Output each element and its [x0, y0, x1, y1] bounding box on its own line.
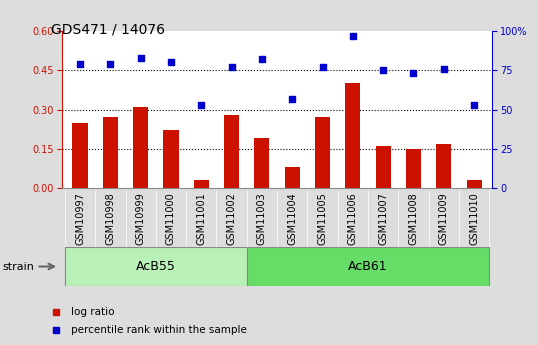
Text: GSM11000: GSM11000: [166, 193, 176, 245]
Bar: [224, 115, 239, 188]
Point: [76, 61, 84, 67]
Text: strain: strain: [3, 262, 34, 272]
Text: GSM11002: GSM11002: [226, 193, 237, 246]
Text: log ratio: log ratio: [71, 307, 115, 317]
Bar: [73, 122, 88, 188]
Point: [167, 60, 175, 65]
Text: GSM11010: GSM11010: [469, 193, 479, 245]
Text: GSM11007: GSM11007: [378, 193, 388, 246]
Point: [227, 65, 236, 70]
Point: [409, 71, 418, 76]
Text: GSM11009: GSM11009: [439, 193, 449, 245]
Bar: [254, 138, 270, 188]
Text: GSM11005: GSM11005: [317, 193, 328, 246]
Point: [136, 55, 145, 60]
Point: [106, 61, 115, 67]
Bar: [345, 83, 360, 188]
Bar: [285, 167, 300, 188]
Text: GSM10997: GSM10997: [75, 193, 85, 246]
Bar: [164, 130, 179, 188]
Point: [258, 57, 266, 62]
Bar: [406, 149, 421, 188]
Bar: [315, 117, 330, 188]
Text: GSM10998: GSM10998: [105, 193, 115, 245]
Point: [349, 33, 357, 39]
Point: [318, 65, 327, 70]
Point: [197, 102, 206, 108]
Point: [470, 102, 478, 108]
Text: GSM11008: GSM11008: [408, 193, 419, 245]
Bar: [376, 146, 391, 188]
Bar: [65, 247, 247, 286]
Bar: [466, 180, 482, 188]
Text: GSM11003: GSM11003: [257, 193, 267, 245]
Point: [288, 96, 296, 101]
Text: GDS471 / 14076: GDS471 / 14076: [51, 22, 165, 37]
Text: percentile rank within the sample: percentile rank within the sample: [71, 325, 247, 335]
Text: GSM11006: GSM11006: [348, 193, 358, 245]
Text: GSM11004: GSM11004: [287, 193, 297, 245]
Point: [379, 68, 387, 73]
Bar: [436, 144, 451, 188]
Text: AcB55: AcB55: [136, 260, 176, 273]
Text: GSM10999: GSM10999: [136, 193, 146, 245]
Text: GSM11001: GSM11001: [196, 193, 206, 245]
Point: [440, 66, 448, 71]
Bar: [103, 117, 118, 188]
Bar: [194, 180, 209, 188]
Text: AcB61: AcB61: [348, 260, 388, 273]
Bar: [247, 247, 489, 286]
Bar: [133, 107, 148, 188]
